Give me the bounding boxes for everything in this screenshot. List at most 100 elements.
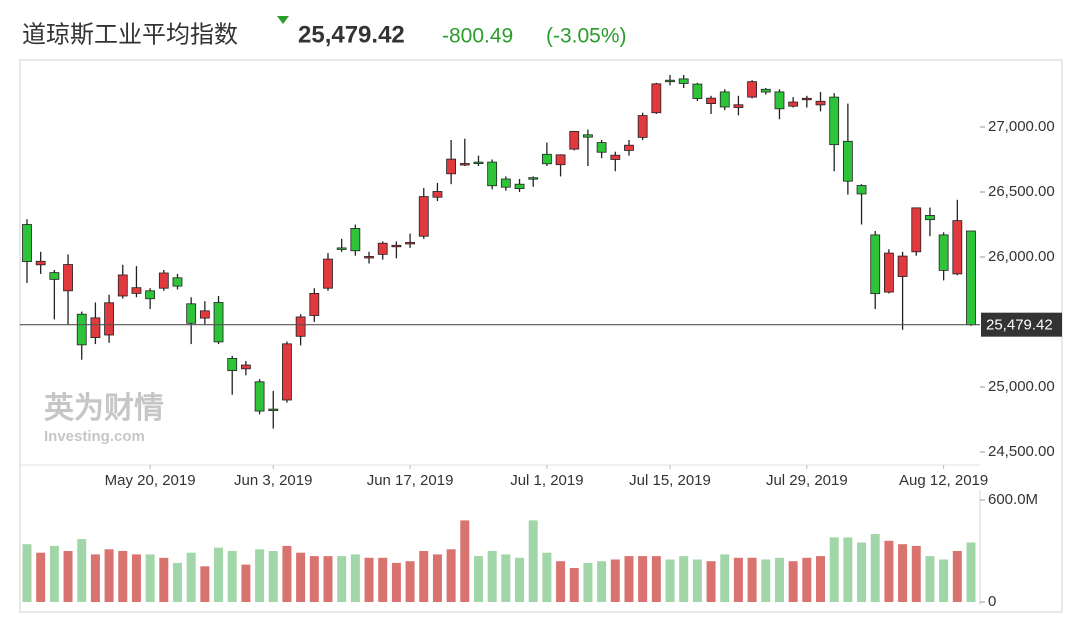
candle-body [199,310,210,319]
volume-bar [487,551,497,602]
volume-bar [432,554,442,602]
candle-body [459,163,470,166]
volume-bar [774,557,784,602]
watermark: Investing.com [44,428,145,445]
candle-body [842,140,853,182]
candle-body [610,154,621,160]
candle-body [432,191,443,198]
candle-body [158,272,169,289]
volume-bar [816,556,826,602]
volume-bar [159,557,169,602]
candle-body [733,104,744,108]
candle-body [514,183,525,190]
volume-bar [692,559,702,602]
candle-body [172,277,183,287]
volume-bar [131,554,141,602]
candle-body [788,101,799,107]
candle-body [186,303,197,324]
volume-tick-label: 600.0M [988,491,1038,508]
candle-body [528,177,539,180]
volume-bar [405,561,415,602]
last-price-label: 25,479.42 [986,317,1053,334]
candle-body [282,343,292,401]
watermark: 英为财情 [44,392,164,425]
candle-body [76,313,87,346]
candle-body [583,134,593,138]
volume-bar [473,556,483,602]
volume-bar [200,566,210,602]
candle-body [856,185,867,195]
candle-body [377,242,388,255]
volume-bar [870,534,880,602]
volume-bar [255,549,265,602]
candle-body [815,100,826,106]
volume-bar [952,551,962,602]
candle-body [774,91,785,110]
volume-bar [364,557,374,602]
price: 25,479.42 [298,21,405,48]
candle-body [925,214,935,221]
volume-bar [227,551,237,602]
x-tick-label: Jun 17, 2019 [367,472,454,489]
volume-bar [788,561,798,602]
volume-bar [22,544,32,602]
volume-bar [679,556,689,602]
candle-body [145,290,156,300]
volume-bar [706,561,716,602]
y-tick-label: 27,000.00 [988,118,1055,135]
volume-bar [118,551,128,602]
candle-body [801,97,812,101]
volume-bar [597,561,607,602]
volume-bar [583,562,593,602]
y-tick-label: 25,000.00 [988,378,1055,395]
volume-bar [268,551,278,602]
y-tick-label: 26,000.00 [988,248,1055,265]
candle-body [897,255,908,277]
candle-body [323,258,333,289]
candle-body [651,83,662,114]
candle-body [678,78,689,84]
volume-bar [77,539,87,602]
volume-bar [542,552,552,602]
volume-bar [241,564,251,602]
change: -800.49 [442,25,513,48]
volume-bar [501,554,511,602]
candle-body [104,302,114,336]
x-tick-label: Jul 1, 2019 [510,472,583,489]
volume-bar [651,556,661,602]
candle-body [391,244,402,248]
candle-body [624,144,634,151]
candle-body [596,142,607,153]
candle-body [446,158,457,175]
volume-bar [350,554,360,602]
volume-bar [515,557,525,602]
volume-bar [528,520,538,602]
candle-body [829,96,840,146]
frame [19,59,1063,613]
x-tick-label: Aug 12, 2019 [899,472,988,489]
x-tick-label: Jul 29, 2019 [766,472,848,489]
volume-bar [337,556,347,602]
volume-bar [898,544,908,602]
volume-tick-label: 0 [988,593,996,610]
candle-body [637,115,648,138]
candle-body [760,88,771,93]
candle-body [692,83,703,99]
change-percent: (-3.05%) [546,25,627,48]
candle-body [706,97,716,104]
candle-body [569,131,580,150]
y-tick-label: 26,500.00 [988,183,1055,200]
candle-body [555,154,566,166]
y-tick-label: 24,500.00 [988,443,1055,460]
candle-body [952,220,963,275]
candle-body [665,79,675,83]
volume-bar [884,540,894,602]
volume-bar [296,552,306,602]
volume-bar [802,557,812,602]
x-tick-label: Jun 3, 2019 [234,472,312,489]
candle-body [911,207,922,253]
candle-body [268,408,279,412]
volume-bar [378,557,388,602]
volume-bar [843,537,853,602]
